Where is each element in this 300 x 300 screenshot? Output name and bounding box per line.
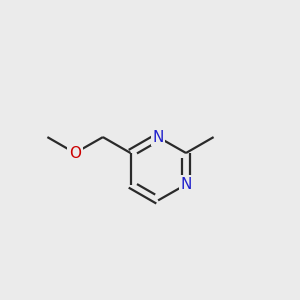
Text: N: N (180, 177, 192, 192)
Text: O: O (69, 146, 81, 160)
Text: N: N (152, 130, 164, 145)
